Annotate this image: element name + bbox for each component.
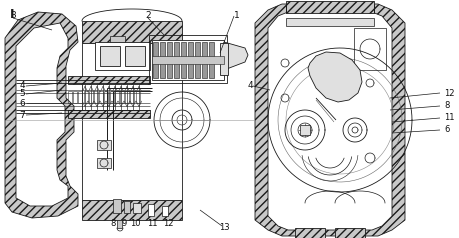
Bar (219, 43, 228, 75)
Text: 7: 7 (19, 110, 25, 119)
Bar (188, 42, 193, 78)
Bar (162, 206, 168, 216)
Polygon shape (16, 23, 68, 206)
Polygon shape (254, 4, 404, 236)
Bar (151, 40, 224, 80)
Bar (125, 91, 129, 103)
Bar (135, 91, 139, 103)
Bar (99, 91, 103, 103)
Text: 13: 13 (218, 223, 229, 232)
Bar (125, 46, 145, 66)
Text: 1: 1 (234, 11, 239, 20)
Bar (294, 228, 325, 238)
Bar (149, 35, 226, 83)
Bar (94, 91, 98, 103)
Bar (334, 228, 364, 238)
Bar (89, 91, 93, 103)
Polygon shape (308, 52, 361, 102)
Bar (299, 125, 309, 135)
Bar (151, 56, 224, 64)
Bar (202, 42, 207, 78)
Bar (167, 42, 172, 78)
Bar (82, 43, 182, 200)
Bar (120, 91, 124, 103)
Bar (68, 91, 72, 103)
Text: 10: 10 (129, 219, 140, 228)
Text: 12: 12 (162, 219, 173, 228)
Bar (153, 42, 157, 78)
Bar (68, 76, 150, 84)
Bar (115, 91, 118, 103)
Bar (82, 200, 182, 220)
Text: 4: 4 (246, 81, 252, 90)
Polygon shape (5, 12, 78, 218)
Bar (285, 1, 373, 13)
Text: 9: 9 (121, 219, 126, 228)
Polygon shape (224, 42, 247, 70)
Bar (84, 91, 87, 103)
Bar (353, 28, 385, 70)
Bar (110, 36, 125, 42)
Text: 12: 12 (443, 89, 453, 98)
Bar (73, 91, 77, 103)
Text: 11: 11 (443, 114, 453, 123)
Text: 3: 3 (10, 11, 16, 20)
Bar (195, 42, 200, 78)
Bar (78, 91, 82, 103)
Bar (148, 204, 154, 216)
Bar (82, 21, 182, 43)
Text: 2: 2 (145, 11, 151, 20)
Text: 8: 8 (110, 219, 115, 228)
Text: I: I (10, 8, 15, 21)
Bar (285, 18, 373, 26)
Bar (124, 201, 130, 213)
Bar (95, 42, 150, 70)
Bar (130, 91, 134, 103)
Bar (180, 42, 185, 78)
Bar (208, 42, 213, 78)
Bar (160, 42, 165, 78)
Text: 6: 6 (19, 99, 25, 108)
Text: 5: 5 (19, 89, 25, 99)
Bar (104, 91, 108, 103)
Bar (109, 91, 113, 103)
Polygon shape (268, 12, 391, 230)
Bar (113, 199, 121, 213)
Bar (100, 46, 120, 66)
Text: 6: 6 (443, 125, 448, 134)
Bar (68, 110, 150, 118)
Bar (97, 140, 111, 150)
Bar (117, 220, 122, 228)
Text: 4: 4 (19, 81, 25, 90)
Bar (133, 203, 141, 213)
Text: 8: 8 (443, 101, 448, 110)
Bar (97, 158, 111, 168)
Text: 11: 11 (146, 219, 157, 228)
Bar (174, 42, 179, 78)
